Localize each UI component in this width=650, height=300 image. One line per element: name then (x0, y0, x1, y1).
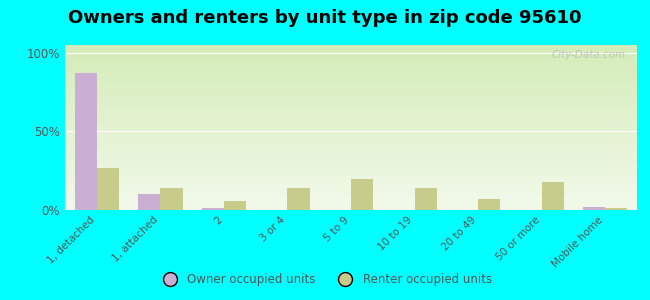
Bar (478, 199, 500, 210)
Bar (75, 73, 97, 210)
Bar (415, 188, 437, 210)
Bar (605, 208, 627, 210)
Text: City-Data.com: City-Data.com (551, 50, 625, 60)
Bar (541, 182, 564, 210)
Legend: Owner occupied units, Renter occupied units: Owner occupied units, Renter occupied un… (153, 269, 497, 291)
Bar (224, 201, 246, 210)
Text: Owners and renters by unit type in zip code 95610: Owners and renters by unit type in zip c… (68, 9, 582, 27)
Bar (97, 168, 119, 210)
Bar (202, 208, 224, 210)
Bar (583, 207, 605, 210)
Bar (351, 178, 373, 210)
Bar (287, 188, 309, 210)
Bar (161, 188, 183, 210)
Bar (138, 194, 161, 210)
